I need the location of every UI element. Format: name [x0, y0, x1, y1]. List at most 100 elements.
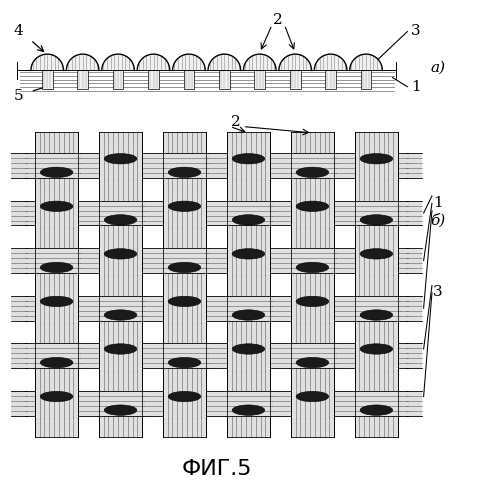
Polygon shape: [99, 246, 142, 276]
Polygon shape: [406, 200, 422, 226]
Polygon shape: [279, 54, 311, 70]
Polygon shape: [78, 344, 99, 368]
Ellipse shape: [232, 248, 265, 259]
Ellipse shape: [104, 344, 137, 354]
Polygon shape: [334, 296, 355, 320]
Polygon shape: [355, 150, 398, 180]
Polygon shape: [355, 246, 398, 276]
Polygon shape: [66, 54, 99, 70]
Polygon shape: [270, 200, 291, 226]
Polygon shape: [227, 132, 270, 437]
Ellipse shape: [296, 358, 329, 368]
Polygon shape: [78, 296, 99, 320]
Polygon shape: [97, 200, 144, 226]
Ellipse shape: [40, 392, 73, 402]
Polygon shape: [325, 70, 336, 90]
Polygon shape: [161, 153, 208, 178]
Ellipse shape: [360, 214, 393, 225]
Polygon shape: [225, 200, 272, 226]
Polygon shape: [78, 391, 99, 415]
Polygon shape: [11, 153, 27, 178]
Polygon shape: [225, 391, 272, 415]
Polygon shape: [102, 54, 134, 70]
Polygon shape: [173, 54, 205, 70]
Polygon shape: [361, 70, 371, 90]
Polygon shape: [406, 153, 422, 178]
Ellipse shape: [104, 310, 137, 320]
Polygon shape: [99, 132, 142, 437]
Polygon shape: [25, 344, 35, 368]
Polygon shape: [11, 296, 27, 320]
Polygon shape: [334, 344, 355, 368]
Polygon shape: [148, 70, 159, 90]
Polygon shape: [334, 248, 355, 273]
Polygon shape: [334, 391, 355, 415]
Ellipse shape: [168, 201, 201, 211]
Polygon shape: [11, 200, 27, 226]
Text: 1: 1: [433, 196, 443, 210]
Polygon shape: [398, 153, 408, 178]
Ellipse shape: [104, 214, 137, 225]
Polygon shape: [33, 153, 80, 178]
Polygon shape: [398, 391, 408, 415]
Polygon shape: [25, 248, 35, 273]
Polygon shape: [353, 391, 400, 415]
Polygon shape: [398, 344, 408, 368]
Polygon shape: [334, 153, 355, 178]
Polygon shape: [270, 296, 291, 320]
Ellipse shape: [232, 310, 265, 320]
Polygon shape: [334, 200, 355, 226]
Polygon shape: [163, 294, 206, 323]
Polygon shape: [78, 153, 99, 178]
Polygon shape: [78, 248, 99, 273]
Polygon shape: [11, 248, 27, 273]
Polygon shape: [350, 54, 382, 70]
Polygon shape: [142, 248, 163, 273]
Polygon shape: [137, 54, 170, 70]
Text: а): а): [430, 61, 446, 75]
Text: 4: 4: [14, 24, 24, 38]
Ellipse shape: [232, 214, 265, 225]
Ellipse shape: [40, 167, 73, 177]
Polygon shape: [206, 296, 227, 320]
Polygon shape: [406, 296, 422, 320]
Ellipse shape: [296, 201, 329, 211]
Polygon shape: [25, 296, 35, 320]
Polygon shape: [184, 70, 194, 90]
Polygon shape: [31, 54, 63, 70]
Text: 3: 3: [433, 285, 443, 299]
Ellipse shape: [232, 154, 265, 164]
Polygon shape: [353, 200, 400, 226]
Polygon shape: [398, 296, 408, 320]
Ellipse shape: [168, 167, 201, 177]
Polygon shape: [11, 391, 27, 415]
Ellipse shape: [296, 262, 329, 272]
Polygon shape: [206, 344, 227, 368]
Polygon shape: [142, 153, 163, 178]
Polygon shape: [161, 344, 208, 368]
Polygon shape: [353, 296, 400, 320]
Polygon shape: [355, 341, 398, 370]
Polygon shape: [163, 198, 206, 228]
Polygon shape: [355, 132, 398, 437]
Polygon shape: [291, 294, 334, 323]
Polygon shape: [270, 391, 291, 415]
Polygon shape: [406, 391, 422, 415]
Polygon shape: [35, 388, 78, 418]
Polygon shape: [11, 344, 27, 368]
Text: б): б): [430, 214, 446, 228]
Polygon shape: [35, 198, 78, 228]
Polygon shape: [225, 296, 272, 320]
Ellipse shape: [360, 310, 393, 320]
Polygon shape: [142, 200, 163, 226]
Polygon shape: [99, 341, 142, 370]
Polygon shape: [270, 153, 291, 178]
Polygon shape: [206, 153, 227, 178]
Polygon shape: [163, 132, 206, 437]
Polygon shape: [291, 388, 334, 418]
Polygon shape: [254, 70, 265, 90]
Ellipse shape: [168, 262, 201, 272]
Polygon shape: [398, 248, 408, 273]
Ellipse shape: [232, 344, 265, 354]
Text: ФИГ.5: ФИГ.5: [181, 459, 252, 479]
